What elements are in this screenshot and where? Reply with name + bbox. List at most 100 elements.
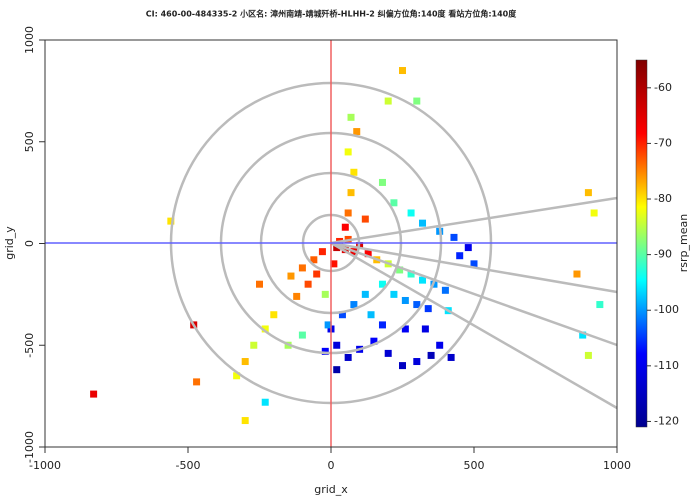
data-cell	[436, 341, 444, 349]
x-tick-label: 0	[328, 459, 335, 472]
data-cell	[370, 337, 378, 345]
data-cell	[353, 128, 361, 136]
colorbar-tick-label: -70	[654, 136, 672, 149]
data-cell	[399, 67, 406, 75]
data-cell	[350, 301, 358, 309]
data-cell	[367, 311, 375, 319]
data-cell	[287, 272, 295, 280]
data-cell	[584, 351, 592, 359]
data-cell	[347, 189, 355, 197]
colorbar-label: rsrp_mean	[677, 214, 690, 272]
data-cell	[413, 358, 421, 366]
sector-line	[330, 241, 618, 294]
data-cell	[344, 353, 352, 361]
data-cell	[407, 270, 415, 278]
data-cell	[396, 266, 404, 274]
data-cell	[293, 292, 301, 300]
data-cell	[378, 178, 386, 186]
data-cell	[330, 260, 338, 268]
data-cell	[256, 280, 263, 288]
x-tick-label: -1000	[29, 459, 61, 472]
data-cell	[401, 296, 409, 304]
y-tick-label: 1000	[23, 26, 36, 54]
data-cell	[424, 305, 432, 313]
data-cell	[318, 248, 326, 256]
colorbar-tick-label: -90	[654, 248, 672, 261]
data-cell	[590, 209, 598, 217]
data-cell	[310, 256, 318, 264]
data-cell	[261, 325, 269, 333]
colorbar-tick-label: -110	[654, 359, 679, 372]
data-cell	[270, 311, 278, 319]
data-cell	[298, 331, 306, 339]
data-cell	[298, 264, 306, 272]
data-cell	[470, 260, 478, 268]
data-cell	[167, 217, 175, 225]
data-cell	[579, 331, 587, 339]
data-cell	[407, 209, 415, 217]
data-cell	[390, 290, 398, 298]
data-cell	[450, 233, 458, 241]
data-cell	[344, 209, 352, 217]
data-cell	[250, 341, 258, 349]
colorbar-tick-label: -60	[654, 81, 672, 94]
data-cell	[413, 301, 421, 309]
data-cell	[378, 280, 386, 288]
sector-line	[330, 196, 618, 245]
data-cell	[241, 358, 249, 366]
data-cell	[447, 353, 455, 361]
data-cell	[419, 276, 427, 284]
data-cell	[350, 168, 358, 176]
data-cell	[321, 290, 329, 298]
data-cell	[261, 398, 269, 406]
sector-line	[330, 241, 618, 347]
x-tick-label: -500	[176, 459, 201, 472]
colorbar	[635, 59, 648, 428]
data-cell	[193, 378, 201, 386]
data-cell	[333, 341, 341, 349]
x-tick-label: 500	[464, 459, 485, 472]
data-cell	[361, 215, 369, 223]
data-cell	[364, 250, 372, 258]
y-axis-label: grid_y	[3, 226, 16, 260]
data-cell	[344, 148, 352, 156]
data-cell	[421, 325, 429, 333]
reference-geometry	[169, 81, 618, 410]
y-tick-label: 500	[23, 131, 36, 152]
colorbar-tick-label: -100	[654, 303, 679, 316]
colorbar-tick-label: -120	[654, 414, 679, 427]
y-tick-label: -500	[23, 333, 36, 358]
data-cell	[441, 286, 449, 294]
data-cell	[324, 321, 332, 329]
x-tick-label: 1000	[603, 459, 631, 472]
data-cell	[427, 351, 435, 359]
data-cell	[304, 280, 312, 288]
x-axis-label: grid_x	[314, 483, 348, 496]
y-tick-label: 0	[23, 240, 36, 247]
data-cell	[321, 347, 329, 355]
y-tick-label: -1000	[23, 431, 36, 463]
colorbar-tick-label: -80	[654, 192, 672, 205]
data-cell	[464, 244, 472, 252]
data-cell	[347, 113, 355, 121]
data-cell	[456, 252, 464, 260]
data-cell	[361, 290, 369, 298]
data-cell	[384, 349, 392, 357]
data-cell	[384, 97, 392, 105]
data-cell	[596, 301, 604, 309]
data-cell	[313, 270, 321, 278]
data-cell	[378, 321, 386, 329]
data-cell	[401, 325, 409, 333]
sector-line	[330, 241, 618, 410]
chart-title: CI: 460-00-484335-2 小区名: 漳州南靖-靖城歼桥-HLHH-…	[146, 9, 517, 19]
data-cell	[419, 219, 427, 227]
data-cell	[90, 390, 98, 398]
data-cell	[341, 246, 349, 254]
data-cell	[333, 366, 341, 374]
data-cell	[241, 417, 249, 425]
data-cell	[584, 189, 592, 197]
data-cell	[233, 372, 241, 380]
data-cell	[399, 362, 406, 370]
data-cell	[338, 311, 346, 319]
